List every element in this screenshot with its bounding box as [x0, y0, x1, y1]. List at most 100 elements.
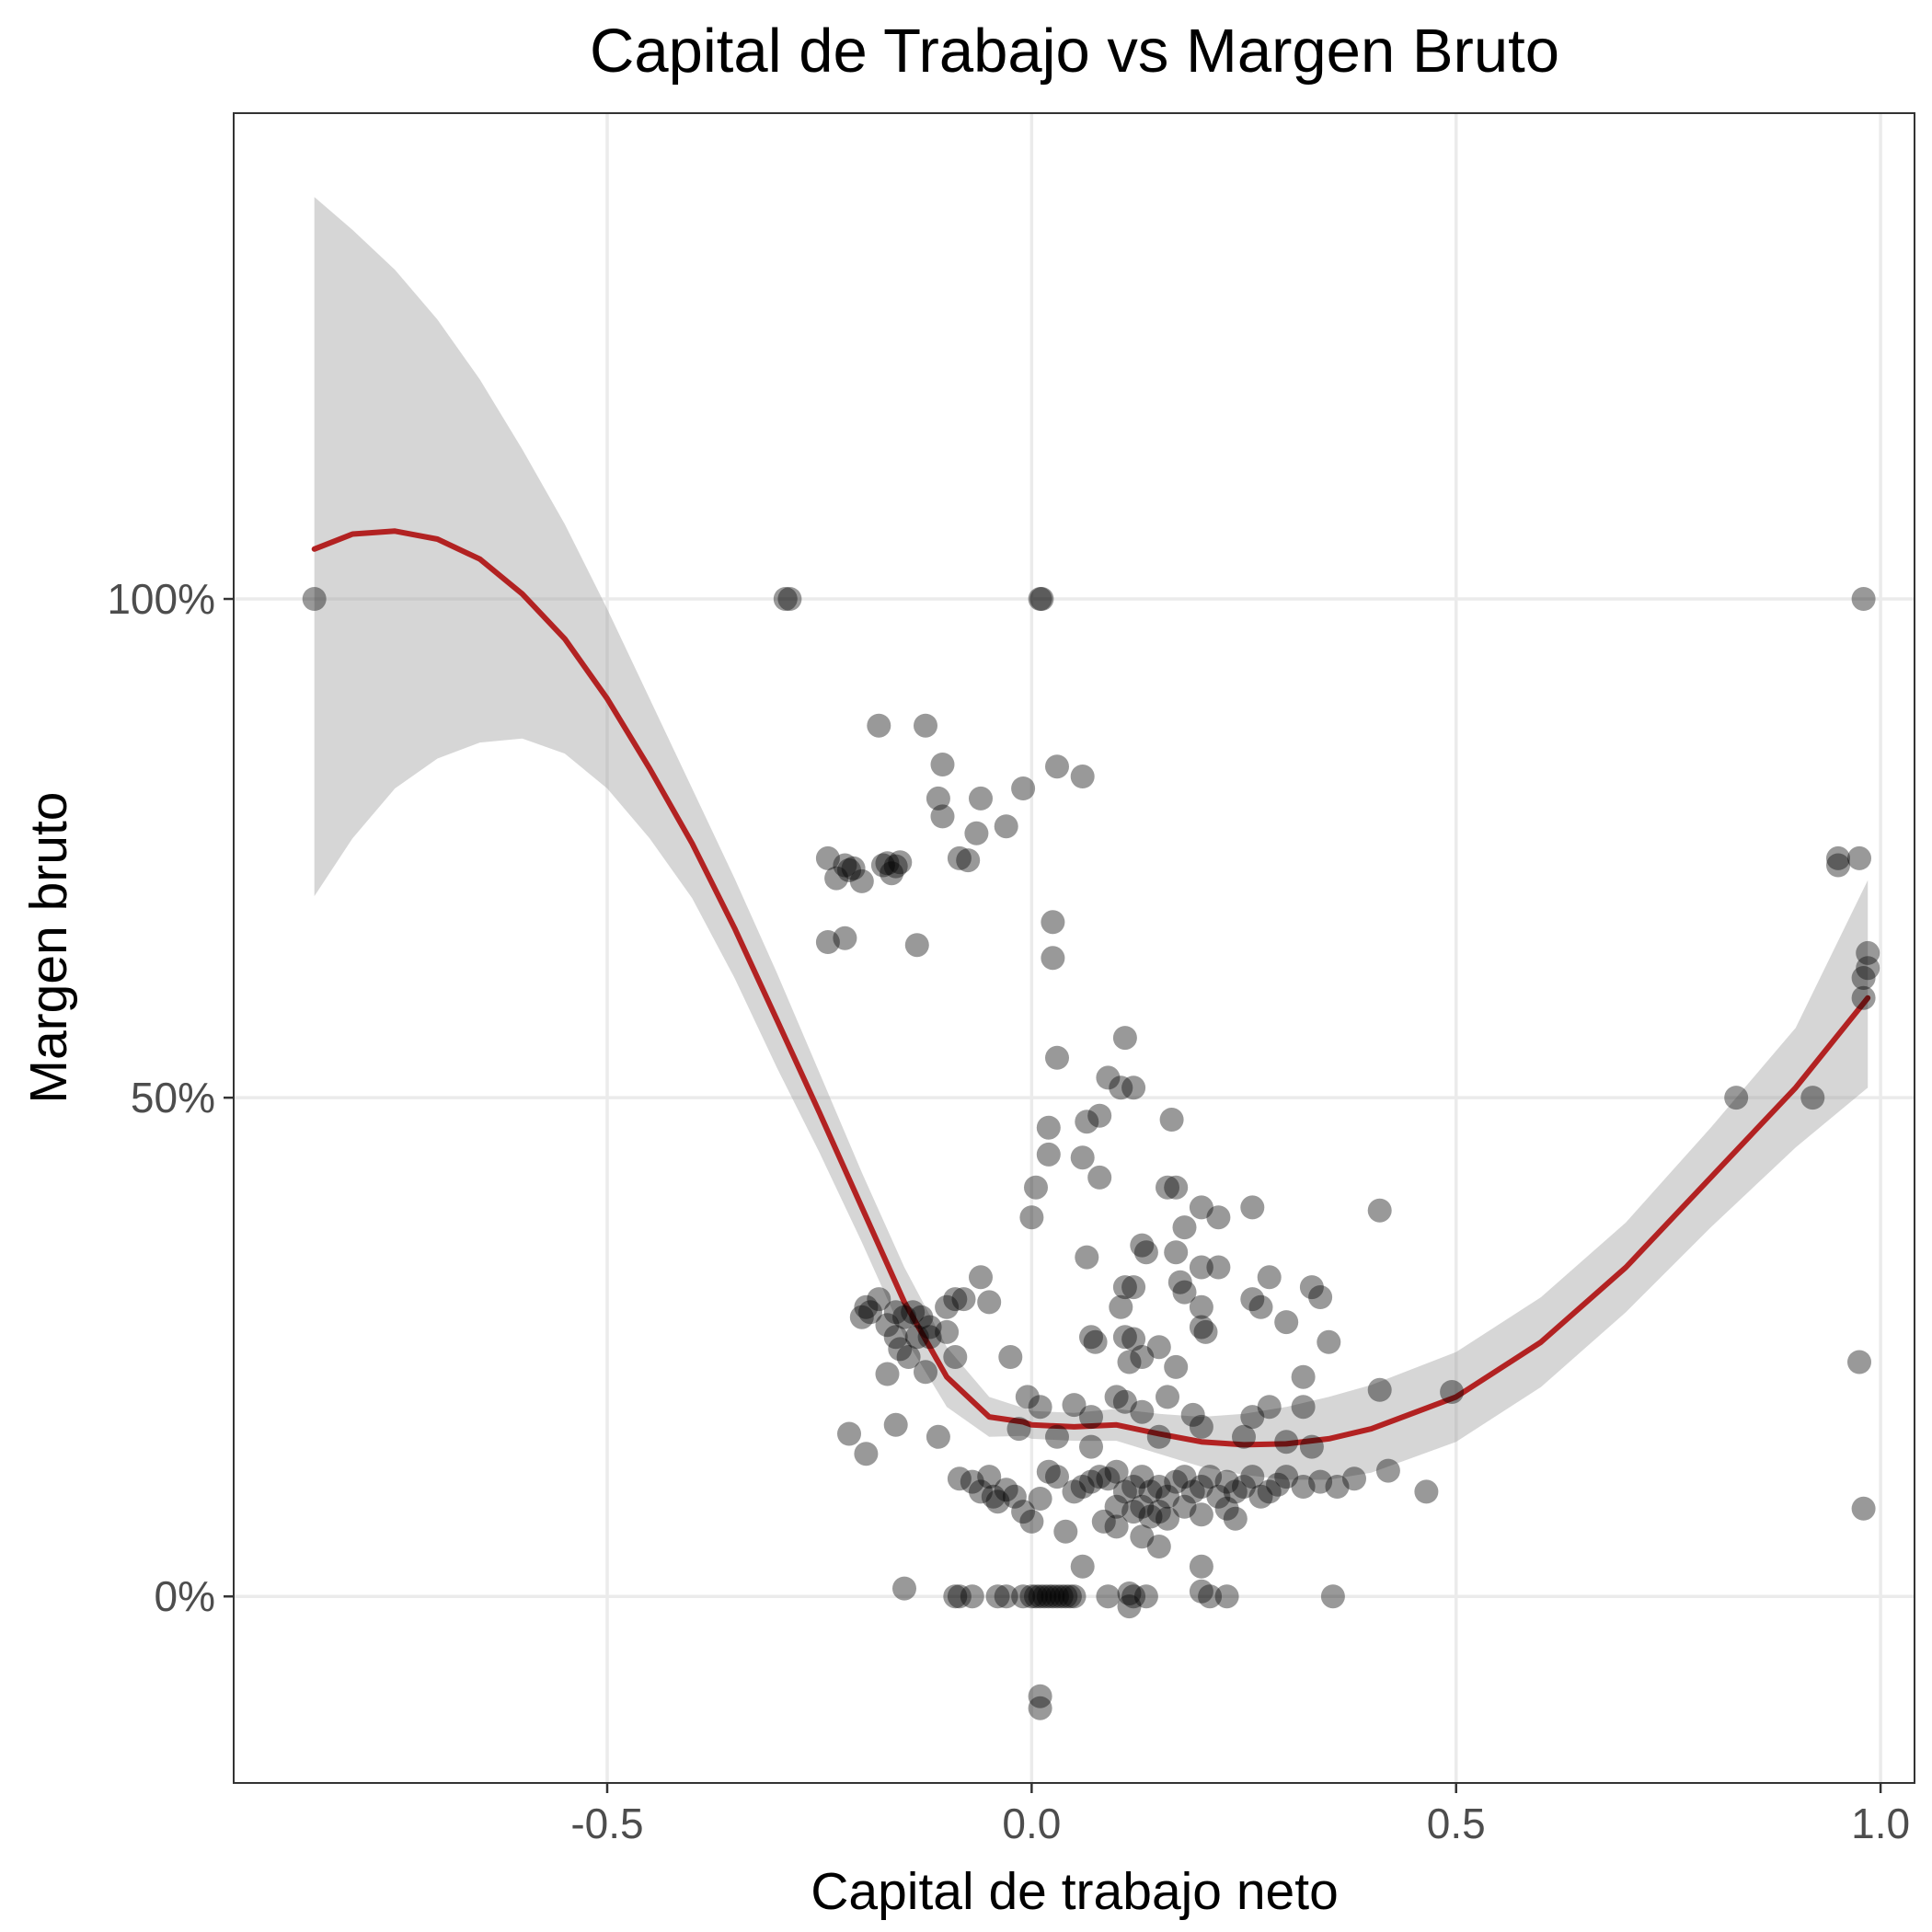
data-point [904, 933, 929, 958]
data-point [1342, 1466, 1366, 1491]
data-point [1079, 1325, 1103, 1350]
data-point [1308, 1469, 1333, 1494]
data-point [1130, 1524, 1155, 1549]
data-point [1180, 1402, 1205, 1427]
data-point [1320, 1584, 1345, 1609]
data-point [935, 1294, 960, 1319]
data-point [883, 1412, 908, 1437]
data-point [777, 587, 802, 611]
data-point [837, 1421, 861, 1446]
data-point [994, 1584, 1018, 1609]
data-point [1367, 1377, 1392, 1402]
data-point [951, 1287, 976, 1312]
data-point [867, 1287, 891, 1312]
data-point [1172, 1465, 1197, 1489]
data-point [1096, 1584, 1121, 1609]
data-point [1053, 1584, 1078, 1609]
data-point [1189, 1579, 1213, 1604]
data-point [888, 1337, 913, 1362]
data-point [824, 866, 849, 891]
data-point [1121, 1584, 1146, 1609]
data-point [1104, 1385, 1129, 1409]
data-point [994, 1478, 1018, 1502]
data-point [1045, 1045, 1069, 1070]
data-point [883, 854, 908, 879]
data-point [1104, 1514, 1129, 1539]
data-point [969, 786, 993, 811]
data-point [1138, 1504, 1163, 1529]
data-point [1045, 1424, 1069, 1449]
data-point [875, 1313, 900, 1338]
data-point [969, 1479, 993, 1504]
data-point [1075, 1110, 1099, 1134]
data-point [1214, 1496, 1239, 1521]
data-point [1146, 1535, 1171, 1558]
data-point [1070, 1475, 1095, 1499]
data-point [880, 861, 904, 886]
x-tick-label: 1.0 [1851, 1800, 1910, 1847]
data-point [1117, 1350, 1142, 1374]
data-point [977, 1465, 1002, 1489]
data-point [1075, 1245, 1099, 1270]
data-point [1724, 1086, 1749, 1110]
data-point [1856, 956, 1880, 981]
data-point [1049, 1584, 1074, 1609]
data-point [1240, 1195, 1265, 1220]
data-point [1223, 1506, 1248, 1531]
data-point [1024, 1175, 1048, 1200]
data-point [964, 821, 989, 845]
data-point [1019, 1584, 1044, 1609]
data-point [815, 845, 840, 870]
data-point [1164, 1354, 1189, 1379]
data-point [1019, 1205, 1044, 1230]
data-point [1440, 1380, 1465, 1404]
data-point [1036, 1115, 1061, 1140]
data-point [1257, 1265, 1282, 1290]
smooth-line [311, 528, 1871, 1448]
data-point [1172, 1494, 1197, 1519]
y-tick-label: 50% [131, 1074, 215, 1121]
data-point [943, 1584, 968, 1609]
data-point [1266, 1472, 1290, 1497]
data-point [1291, 1364, 1316, 1389]
data-point [867, 713, 891, 738]
data-point [1045, 1465, 1069, 1489]
data-point [1117, 1581, 1142, 1605]
data-point [1189, 1195, 1213, 1220]
data-point [883, 1300, 908, 1325]
data-point [1083, 1329, 1108, 1354]
data-point [1112, 1275, 1137, 1300]
chart-title: Capital de Trabajo vs Margen Bruto [590, 17, 1559, 86]
data-point [1036, 1584, 1061, 1609]
data-point [1198, 1584, 1223, 1609]
data-point [1109, 1294, 1133, 1319]
data-point [909, 1305, 934, 1329]
data-point [1156, 1175, 1179, 1200]
data-point [1189, 1475, 1213, 1499]
y-tick-label: 100% [107, 575, 215, 623]
data-point [1028, 1395, 1052, 1420]
data-point [1172, 1215, 1197, 1240]
data-point [930, 753, 955, 776]
data-point [1002, 1484, 1027, 1509]
data-point [1146, 1475, 1171, 1499]
data-point [1087, 1465, 1112, 1489]
data-point [1164, 1175, 1189, 1200]
data-point [985, 1584, 1010, 1609]
data-point [1133, 1584, 1158, 1609]
data-point [960, 1584, 984, 1609]
data-point [1414, 1479, 1439, 1504]
data-point [870, 853, 895, 878]
data-point [1240, 1405, 1265, 1430]
data-point [985, 1489, 1010, 1514]
data-point [302, 587, 327, 611]
data-point [1036, 1459, 1061, 1484]
data-point [1274, 1430, 1299, 1455]
data-point [1028, 1696, 1052, 1720]
data-point [917, 1325, 942, 1350]
data-point [1851, 1496, 1876, 1521]
data-point [1121, 1475, 1146, 1499]
data-point [1847, 845, 1871, 870]
data-point [1232, 1475, 1256, 1499]
data-point [1367, 1198, 1392, 1223]
